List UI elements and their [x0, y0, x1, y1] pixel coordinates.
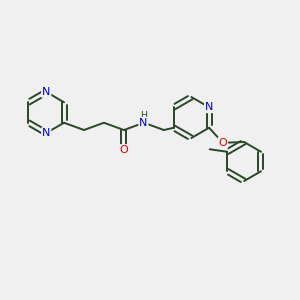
- Text: O: O: [218, 138, 227, 148]
- Text: N: N: [42, 87, 50, 97]
- Text: N: N: [205, 102, 213, 112]
- Text: O: O: [119, 145, 128, 155]
- Text: H: H: [140, 111, 147, 120]
- Text: N: N: [42, 128, 50, 138]
- Text: N: N: [139, 118, 148, 128]
